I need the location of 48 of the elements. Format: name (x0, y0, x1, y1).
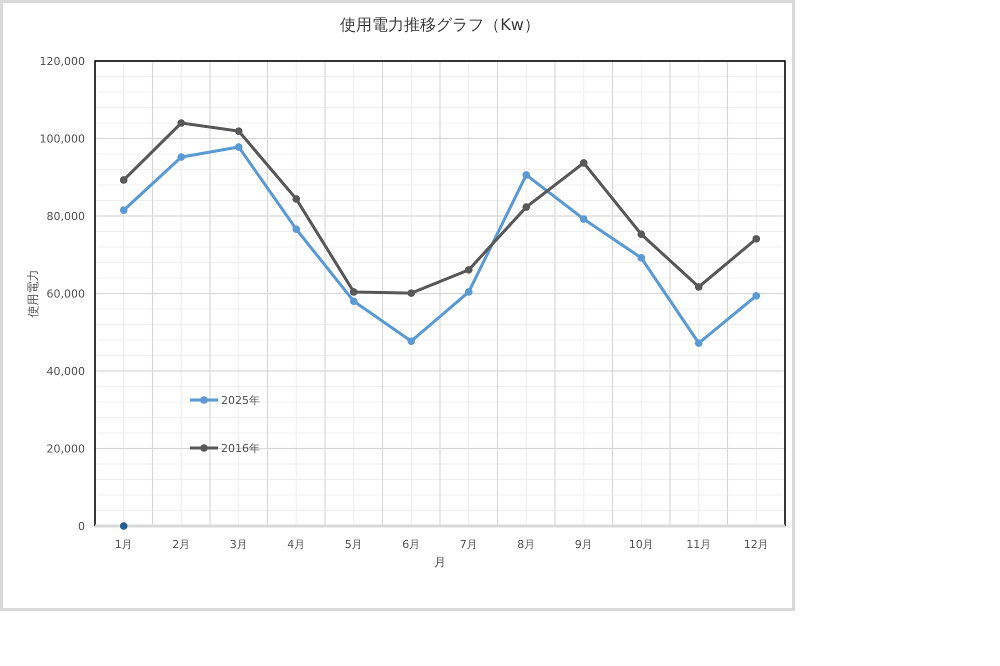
point (407, 289, 416, 297)
point (350, 288, 358, 296)
point (752, 235, 760, 243)
point (407, 337, 416, 345)
x-tick-label: 7月 (460, 538, 478, 551)
x-tick-label: 3月 (230, 538, 248, 551)
point (694, 339, 703, 347)
x-tick-label: 1月 (114, 538, 133, 551)
y-tick-label: 120,000 (40, 55, 85, 68)
legend-label: 2025年 (221, 394, 260, 407)
point (580, 159, 588, 167)
point (292, 225, 300, 233)
point (120, 176, 128, 184)
x-tick-label: 5月 (344, 538, 363, 551)
x-tick-label: 11月 (686, 538, 712, 551)
point (350, 297, 358, 306)
x-tick-label: 8月 (517, 538, 536, 551)
point (120, 206, 128, 214)
x-tick-label: 4月 (287, 538, 306, 551)
y-tick-label: 0 (78, 520, 85, 533)
y-tick-label: 60,000 (46, 288, 85, 300)
point (694, 283, 703, 291)
point (177, 153, 186, 161)
x-tick-label: 12月 (744, 538, 769, 551)
chart-title: 使用電力推移グラフ（Kw） (340, 15, 540, 34)
point (234, 143, 243, 151)
point (464, 266, 473, 274)
point (522, 203, 530, 211)
point (234, 127, 243, 135)
legend-label: 2016年 (221, 442, 260, 455)
y-tick-label: 100,000 (40, 132, 85, 146)
y-tick-label: 20,000 (46, 442, 85, 456)
point (752, 292, 760, 300)
point (522, 171, 530, 179)
point (177, 119, 186, 127)
x-tick-label: 10月 (628, 538, 654, 551)
point (580, 215, 588, 223)
x-tick-label: 6月 (402, 538, 420, 551)
x-tick-label: 2月 (172, 538, 190, 551)
point (637, 230, 646, 238)
y-tick-label: 80,000 (46, 210, 85, 223)
point (464, 288, 473, 296)
y-axis-title: 使用電力 (26, 270, 40, 318)
point (292, 195, 300, 203)
y-tick-label: 40,000 (46, 365, 85, 378)
x-tick-label: 9月 (574, 538, 593, 551)
point (637, 254, 646, 262)
x-axis-title: 月 (434, 555, 446, 569)
